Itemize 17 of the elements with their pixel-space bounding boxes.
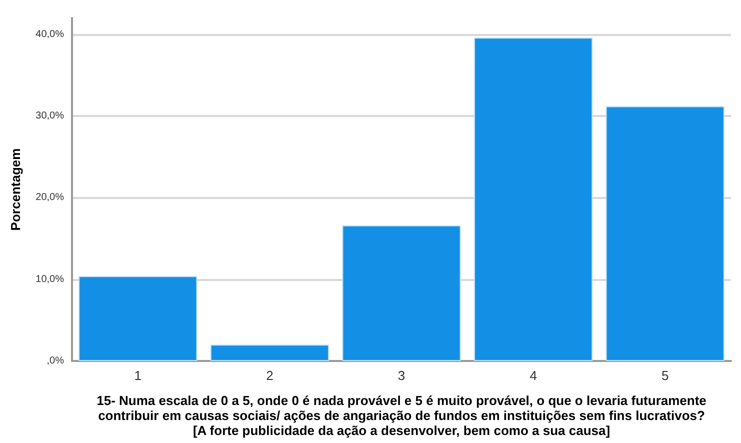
y-tick-label: 20,0%	[36, 192, 64, 204]
x-tick-label: 3	[398, 368, 406, 383]
x-axis-title: 15- Numa escala de 0 a 5, onde 0 é nada provável e 5 é muito provável, o que o levaria futuramente contribuir em causas sociais/ ações de angariação de fundos em instituições sem fins lucrativos? [A forte publicidade da ação a desenvolver, bem como a sua causa]	[96, 393, 706, 438]
bar	[78, 276, 198, 361]
bar	[210, 344, 330, 361]
bar	[342, 225, 461, 361]
y-tick-label: 30,0%	[36, 110, 64, 122]
y-tick-label: 40,0%	[36, 28, 64, 40]
bar	[606, 106, 724, 361]
y-tick-label: 10,0%	[36, 274, 64, 285]
x-tick-label: 4	[530, 368, 537, 383]
bar	[474, 38, 593, 361]
y-tick-label: ,0%	[46, 356, 64, 366]
x-tick-label: 1	[134, 368, 142, 383]
x-tick-label: 2	[266, 368, 274, 383]
y-axis-title: Porcentagem	[8, 148, 23, 231]
x-tick-label: 5	[661, 368, 669, 383]
